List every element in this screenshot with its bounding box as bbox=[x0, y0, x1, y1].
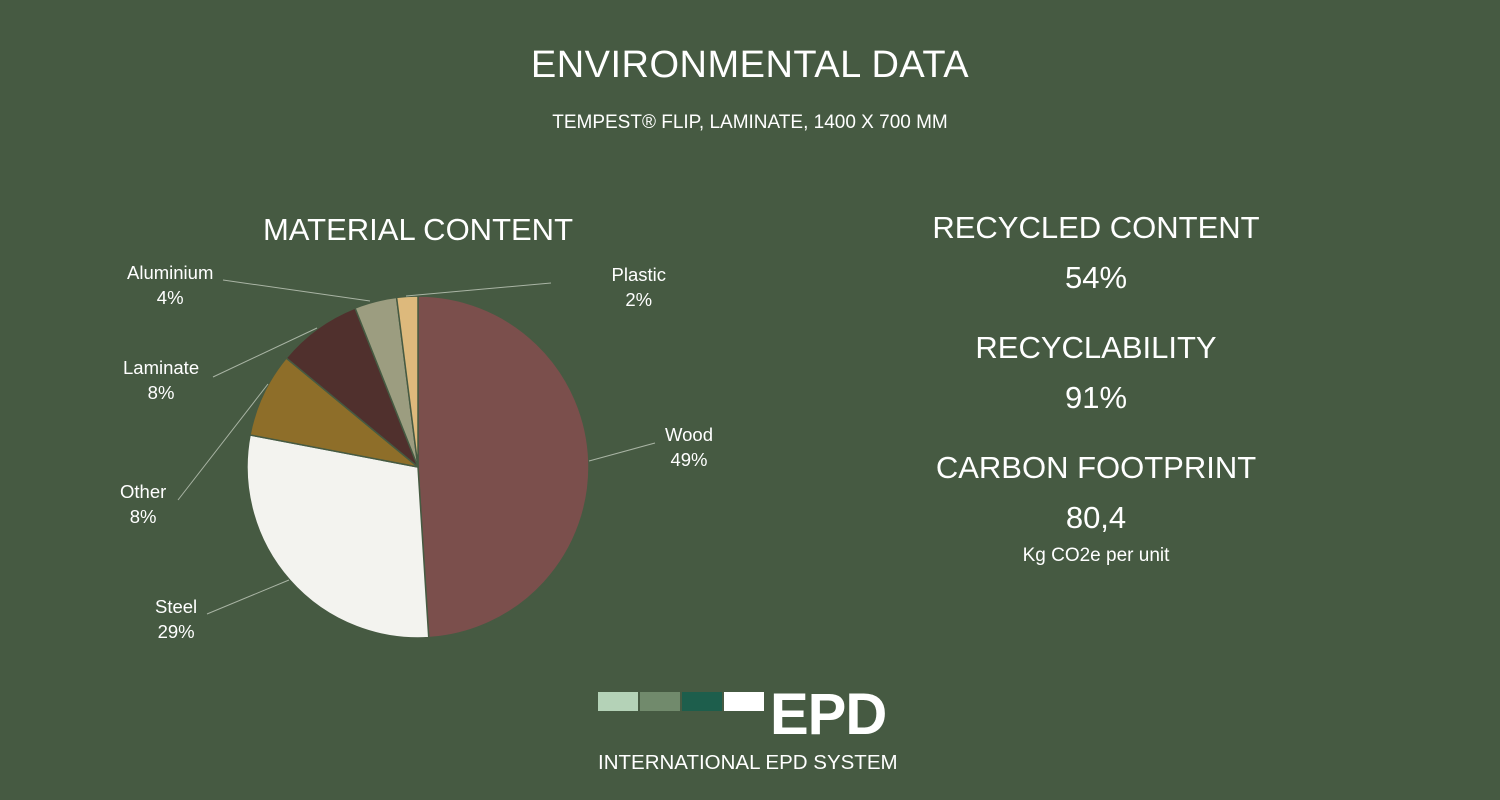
slice-name-other: Other bbox=[120, 481, 167, 502]
slice-percent-plastic: 2% bbox=[625, 289, 653, 310]
slice-name-steel: Steel bbox=[155, 596, 198, 617]
slice-name-wood: Wood bbox=[665, 424, 713, 445]
logo-block-3 bbox=[682, 692, 722, 711]
carbon-footprint-unit: Kg CO2e per unit bbox=[1022, 545, 1170, 566]
leader-line-steel bbox=[206, 579, 290, 615]
pie-slice-steel bbox=[246, 434, 430, 639]
leader-line-aluminium bbox=[222, 279, 371, 302]
carbon-footprint-stat: CARBON FOOTPRINT 80,4 Kg CO2e per unit bbox=[896, 446, 1296, 566]
slice-percent-steel: 29% bbox=[157, 621, 195, 642]
slice-label-aluminium: Aluminium 4% bbox=[127, 260, 213, 310]
page-subtitle: TEMPEST® FLIP, LAMINATE, 1400 X 700 MM bbox=[552, 112, 948, 133]
epd-logo: EPD INTERNATIONAL EPD SYSTEM bbox=[598, 686, 918, 780]
stats-panel: RECYCLED CONTENT 54% RECYCLABILITY 91% C… bbox=[896, 206, 1296, 586]
recyclability-label: RECYCLABILITY bbox=[975, 330, 1217, 365]
recycled-content-label: RECYCLED CONTENT bbox=[932, 210, 1260, 245]
slice-label-other: Other 8% bbox=[120, 479, 166, 529]
logo-block-4 bbox=[724, 692, 764, 711]
carbon-footprint-label: CARBON FOOTPRINT bbox=[935, 450, 1257, 485]
recycled-content-stat: RECYCLED CONTENT 54% bbox=[896, 206, 1296, 306]
slice-percent-other: 8% bbox=[129, 506, 157, 527]
slice-label-laminate: Laminate 8% bbox=[123, 355, 199, 405]
slice-name-plastic: Plastic bbox=[611, 264, 667, 285]
leader-line-laminate bbox=[212, 327, 318, 378]
slice-label-steel: Steel 29% bbox=[155, 594, 197, 644]
logo-block-2 bbox=[640, 692, 680, 711]
slice-percent-aluminium: 4% bbox=[156, 287, 184, 308]
logo-subtext: INTERNATIONAL EPD SYSTEM bbox=[598, 751, 898, 774]
leader-line-plastic bbox=[405, 282, 552, 297]
logo-block-1 bbox=[598, 692, 638, 711]
slice-percent-laminate: 8% bbox=[147, 382, 175, 403]
leader-line-other bbox=[177, 383, 269, 501]
slice-name-aluminium: Aluminium bbox=[127, 262, 214, 283]
page-title: ENVIRONMENTAL DATA bbox=[530, 44, 970, 86]
recyclability-value: 91% bbox=[1064, 380, 1128, 415]
slice-name-laminate: Laminate bbox=[123, 357, 200, 378]
pie-slice-wood bbox=[417, 295, 590, 639]
chart-title: MATERIAL CONTENT bbox=[262, 212, 573, 247]
recyclability-stat: RECYCLABILITY 91% bbox=[896, 326, 1296, 426]
slice-percent-wood: 49% bbox=[670, 449, 708, 470]
leader-line-wood bbox=[588, 442, 656, 462]
logo-text: EPD bbox=[770, 682, 887, 747]
recycled-content-value: 54% bbox=[1064, 260, 1128, 295]
slice-label-wood: Wood 49% bbox=[665, 422, 713, 472]
carbon-footprint-value: 80,4 bbox=[1065, 500, 1127, 535]
slice-label-plastic: Plastic 2% bbox=[612, 262, 667, 312]
